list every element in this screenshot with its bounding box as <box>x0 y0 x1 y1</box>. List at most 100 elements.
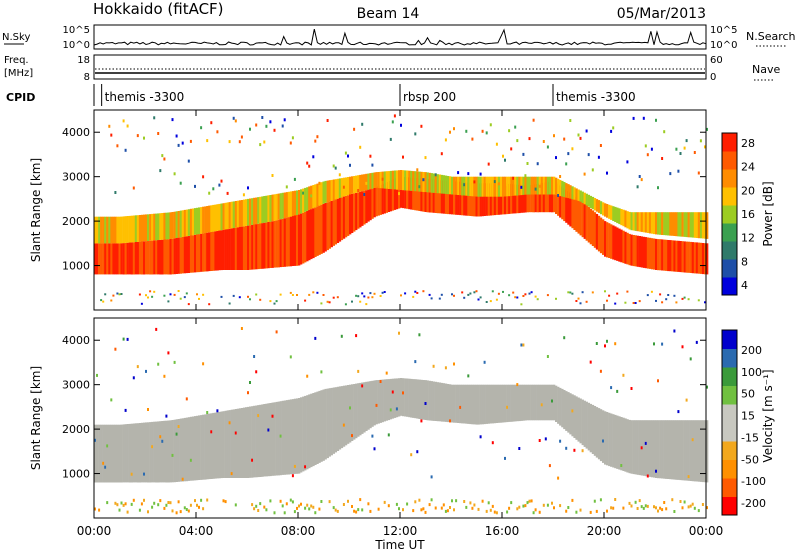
power-speck <box>516 139 519 143</box>
velocity-cell <box>438 382 442 422</box>
velocity-speck <box>126 337 129 341</box>
power-cell <box>414 177 417 211</box>
power-speck <box>650 290 653 293</box>
power-cell <box>506 176 509 197</box>
velocity-cell <box>334 387 338 453</box>
x-tick-label: 00:00 <box>77 524 112 538</box>
power-speck <box>361 292 364 295</box>
power-cell <box>189 235 193 273</box>
power-speck <box>208 191 211 195</box>
velocity-speck <box>665 507 668 511</box>
power-cell <box>559 179 562 197</box>
power-speck <box>679 152 682 155</box>
power-cell <box>124 216 127 243</box>
power-cell <box>642 212 646 233</box>
power-colorbar-swatch <box>722 259 737 278</box>
velocity-cell <box>546 384 550 421</box>
power-cell <box>232 228 236 270</box>
power-cell <box>685 241 688 273</box>
velocity-speck <box>273 511 276 515</box>
power-cell <box>420 171 423 192</box>
power-speck <box>261 116 264 119</box>
power-speck <box>355 294 358 297</box>
power-cell <box>306 210 309 262</box>
velocity-speck <box>355 334 358 338</box>
power-speck <box>238 296 241 299</box>
velocity-speck <box>467 374 470 378</box>
power-cell <box>657 212 660 235</box>
power-cell <box>332 200 336 246</box>
velocity-cell <box>683 420 686 481</box>
velocity-cell <box>104 424 107 483</box>
power-speck <box>163 294 166 297</box>
velocity-speck <box>175 432 178 436</box>
nsky-line <box>93 28 707 46</box>
power-colorbar-tick: 12 <box>741 232 755 245</box>
power-speck <box>524 293 527 296</box>
power-cell <box>298 190 301 215</box>
velocity-speck <box>377 507 380 511</box>
power-cell <box>685 212 688 238</box>
velocity-cell <box>155 421 158 483</box>
velocity-cell <box>293 398 297 474</box>
power-cell <box>377 186 380 216</box>
velocity-cell <box>253 405 256 478</box>
velocity-cell <box>689 420 693 481</box>
power-speck <box>583 172 586 176</box>
velocity-speck <box>279 434 282 438</box>
velocity-cell <box>465 384 468 424</box>
velocity-speck <box>247 391 249 395</box>
power-speck <box>279 293 282 296</box>
power-speck <box>508 129 511 133</box>
power-speck <box>383 291 386 293</box>
power-cell <box>704 212 707 239</box>
power-cell <box>324 180 327 203</box>
power-cell <box>389 181 393 212</box>
x-tick-label: 12:00 <box>383 524 418 538</box>
power-cell <box>165 212 168 240</box>
power-cell <box>357 175 360 193</box>
power-speck <box>610 129 613 133</box>
power-cell <box>540 176 544 195</box>
velocity-speck <box>510 501 513 505</box>
velocity-speck <box>663 501 666 504</box>
velocity-cell <box>691 420 695 482</box>
power-speck <box>597 155 600 159</box>
power-cell <box>224 229 227 270</box>
power-cell <box>595 199 599 212</box>
power-speck <box>644 144 647 148</box>
velocity-cell <box>593 406 597 456</box>
power-cell <box>551 176 554 195</box>
velocity-speck <box>230 472 233 476</box>
velocity-cell <box>628 419 631 474</box>
velocity-speck <box>673 329 676 333</box>
power-cell <box>528 176 531 195</box>
power-cell <box>300 189 303 214</box>
velocity-cell <box>589 403 593 453</box>
velocity-speck <box>122 503 125 507</box>
power-cell <box>646 212 650 233</box>
power-cell <box>344 195 348 238</box>
velocity-speck <box>296 506 298 510</box>
velocity-speck <box>677 410 680 414</box>
velocity-speck <box>477 507 480 511</box>
power-speck <box>112 294 115 297</box>
power-cell <box>296 215 299 266</box>
power-speck <box>487 162 490 166</box>
power-cell <box>122 243 125 275</box>
velocity-cell <box>230 409 234 478</box>
power-speck <box>534 187 537 191</box>
velocity-colorbar-swatch <box>722 459 737 479</box>
velocity-speck <box>589 510 592 514</box>
cpid-segment-label: themis -3300 <box>105 90 185 104</box>
power-cell <box>232 201 236 229</box>
power-cell <box>473 183 476 217</box>
velocity-cell <box>661 420 664 479</box>
velocity-cell <box>695 420 699 482</box>
power-speck <box>508 294 511 297</box>
velocity-speck <box>610 386 613 390</box>
velocity-speck <box>110 398 113 402</box>
power-speck <box>553 134 555 138</box>
velocity-cell <box>147 422 150 483</box>
velocity-speck <box>610 506 613 510</box>
